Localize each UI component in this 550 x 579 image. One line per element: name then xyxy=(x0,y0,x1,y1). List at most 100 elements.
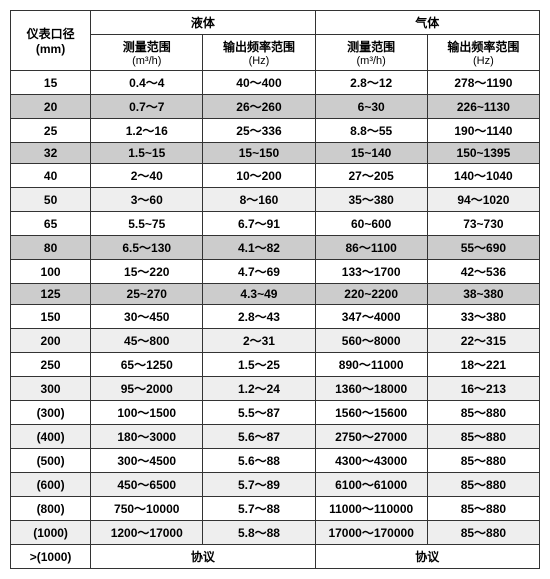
cell-diameter: (800) xyxy=(11,497,91,521)
cell-gas-freq: 278～1190 xyxy=(427,71,539,95)
cell-diameter: 40 xyxy=(11,164,91,188)
cell-gas-freq: 33～380 xyxy=(427,305,539,329)
cell-gas-measure: 6~30 xyxy=(315,95,427,119)
cell-liquid-measure: 15～220 xyxy=(91,260,203,284)
table-row: (300)100～15005.5～871560～1560085～880 xyxy=(11,401,540,425)
cell-liquid-freq: 5.7～88 xyxy=(203,497,315,521)
table-row: 503～608～16035～38094～1020 xyxy=(11,188,540,212)
header-gas: 气体 xyxy=(315,11,539,35)
table-row: 12525~2704.3~49220~220038~380 xyxy=(11,284,540,305)
cell-liquid-freq: 1.5～25 xyxy=(203,353,315,377)
cell-liquid-measure: 45～800 xyxy=(91,329,203,353)
cell-gas-measure: 890～11000 xyxy=(315,353,427,377)
cell-gas-freq: 22～315 xyxy=(427,329,539,353)
spec-table: 仪表口径 (mm) 液体 气体 测量范围 (m³/h) 输出频率范围 (Hz) … xyxy=(10,10,540,569)
cell-liquid-measure: 30～450 xyxy=(91,305,203,329)
header-gas-measure: 测量范围 (m³/h) xyxy=(315,35,427,71)
cell-diameter: (400) xyxy=(11,425,91,449)
cell-gas-measure: 220~2200 xyxy=(315,284,427,305)
header-measure-unit: (m³/h) xyxy=(93,55,200,67)
cell-liquid-measure: 25~270 xyxy=(91,284,203,305)
cell-diameter: 15 xyxy=(11,71,91,95)
cell-liquid-freq: 2～31 xyxy=(203,329,315,353)
header-freq-unit: (Hz) xyxy=(430,55,537,67)
cell-gas-measure: 11000～110000 xyxy=(315,497,427,521)
cell-liquid-freq: 4.7～69 xyxy=(203,260,315,284)
cell-liquid-freq: 4.3~49 xyxy=(203,284,315,305)
header-measure-unit: (m³/h) xyxy=(318,55,425,67)
cell-liquid-freq: 8～160 xyxy=(203,188,315,212)
table-row: 806.5～1304.1～8286～110055～690 xyxy=(11,236,540,260)
cell-liquid-measure: 95～2000 xyxy=(91,377,203,401)
cell-gas-measure: 1360～18000 xyxy=(315,377,427,401)
table-row: 150.4～440～4002.8～12278～1190 xyxy=(11,71,540,95)
cell-diameter: (300) xyxy=(11,401,91,425)
cell-liquid-measure: 1.5~15 xyxy=(91,143,203,164)
cell-gas-freq: 85～880 xyxy=(427,425,539,449)
cell-diameter: 125 xyxy=(11,284,91,305)
cell-liquid-freq: 1.2～24 xyxy=(203,377,315,401)
table-row: (800)750～100005.7～8811000～11000085～880 xyxy=(11,497,540,521)
header-liquid: 液体 xyxy=(91,11,315,35)
header-liquid-freq: 输出频率范围 (Hz) xyxy=(203,35,315,71)
table-row: 30095～20001.2～241360～1800016～213 xyxy=(11,377,540,401)
header-freq-unit: (Hz) xyxy=(205,55,312,67)
cell-liquid-measure: 300～4500 xyxy=(91,449,203,473)
cell-diameter: 65 xyxy=(11,212,91,236)
cell-liquid-freq: 5.6～88 xyxy=(203,449,315,473)
cell-gas-measure: 4300～43000 xyxy=(315,449,427,473)
cell-liquid-merged: 协议 xyxy=(91,545,315,569)
cell-gas-freq: 85～880 xyxy=(427,401,539,425)
cell-gas-freq: 55～690 xyxy=(427,236,539,260)
cell-gas-measure: 15~140 xyxy=(315,143,427,164)
header-measure-label: 测量范围 xyxy=(318,38,425,55)
cell-liquid-measure: 3～60 xyxy=(91,188,203,212)
table-row: 200.7～726～2606~30226~1130 xyxy=(11,95,540,119)
cell-liquid-freq: 40～400 xyxy=(203,71,315,95)
cell-gas-measure: 2.8～12 xyxy=(315,71,427,95)
cell-gas-measure: 35～380 xyxy=(315,188,427,212)
table-row: 15030～4502.8～43347～400033～380 xyxy=(11,305,540,329)
cell-diameter: 50 xyxy=(11,188,91,212)
cell-diameter: 20 xyxy=(11,95,91,119)
header-measure-label: 测量范围 xyxy=(93,38,200,55)
table-row: 655.5~756.7～9160~60073~730 xyxy=(11,212,540,236)
cell-gas-measure: 560～8000 xyxy=(315,329,427,353)
cell-gas-freq: 140～1040 xyxy=(427,164,539,188)
cell-liquid-freq: 5.5～87 xyxy=(203,401,315,425)
cell-gas-measure: 2750～27000 xyxy=(315,425,427,449)
cell-liquid-measure: 100～1500 xyxy=(91,401,203,425)
cell-gas-freq: 38~380 xyxy=(427,284,539,305)
header-freq-label: 输出频率范围 xyxy=(430,38,537,55)
cell-liquid-freq: 2.8～43 xyxy=(203,305,315,329)
cell-gas-freq: 226~1130 xyxy=(427,95,539,119)
table-row: (600)450～65005.7～896100～6100085～880 xyxy=(11,473,540,497)
cell-gas-freq: 85～880 xyxy=(427,497,539,521)
cell-liquid-measure: 1.2～16 xyxy=(91,119,203,143)
cell-gas-measure: 133～1700 xyxy=(315,260,427,284)
table-row: 10015～2204.7～69133～170042～536 xyxy=(11,260,540,284)
cell-gas-measure: 8.8～55 xyxy=(315,119,427,143)
cell-diameter: 80 xyxy=(11,236,91,260)
cell-liquid-freq: 10～200 xyxy=(203,164,315,188)
cell-gas-freq: 73~730 xyxy=(427,212,539,236)
cell-liquid-measure: 0.4～4 xyxy=(91,71,203,95)
cell-liquid-freq: 5.7～89 xyxy=(203,473,315,497)
table-row: 321.5~1515~15015~140150~1395 xyxy=(11,143,540,164)
cell-diameter: (500) xyxy=(11,449,91,473)
header-gas-freq: 输出频率范围 (Hz) xyxy=(427,35,539,71)
cell-gas-freq: 150~1395 xyxy=(427,143,539,164)
cell-diameter: 150 xyxy=(11,305,91,329)
cell-liquid-measure: 5.5~75 xyxy=(91,212,203,236)
cell-diameter: 100 xyxy=(11,260,91,284)
cell-gas-measure: 1560～15600 xyxy=(315,401,427,425)
cell-diameter: 300 xyxy=(11,377,91,401)
cell-gas-measure: 27～205 xyxy=(315,164,427,188)
cell-gas-measure: 347～4000 xyxy=(315,305,427,329)
cell-liquid-measure: 0.7～7 xyxy=(91,95,203,119)
table-row: (500)300～45005.6～884300～4300085～880 xyxy=(11,449,540,473)
cell-liquid-measure: 450～6500 xyxy=(91,473,203,497)
cell-diameter: 25 xyxy=(11,119,91,143)
table-row: 20045～8002～31560～800022～315 xyxy=(11,329,540,353)
cell-liquid-freq: 26～260 xyxy=(203,95,315,119)
